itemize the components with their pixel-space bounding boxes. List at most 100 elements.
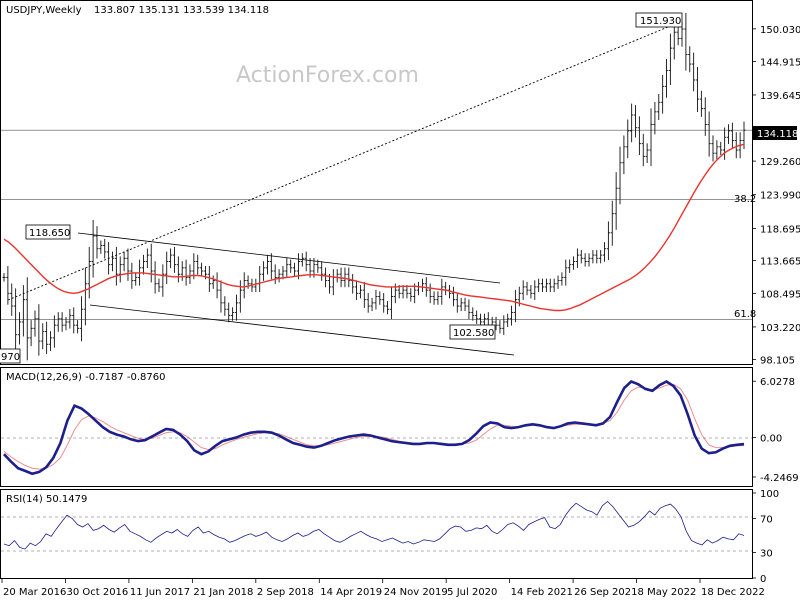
price-bar	[730, 122, 734, 149]
price-bar	[285, 257, 289, 278]
date-tick-label: 24 Nov 2019	[384, 587, 448, 598]
date-tick-label: 14 Apr 2019	[320, 587, 382, 598]
macd-tick-label: -4.2469	[760, 473, 799, 484]
date-tick-label: 20 Mar 2016	[3, 587, 66, 598]
price-bar	[87, 246, 91, 299]
date-tick-label: 21 Jan 2018	[193, 587, 253, 598]
price-bar	[451, 286, 456, 307]
price-bar	[107, 242, 111, 275]
macd-panel-frame	[0, 367, 753, 487]
price-bar	[289, 259, 293, 273]
price-bar	[715, 140, 719, 160]
price-bar	[211, 275, 215, 289]
svg-text:151.930: 151.930	[640, 16, 681, 27]
price-bar	[641, 133, 645, 167]
price-bar	[99, 240, 103, 254]
price-tick-label: 98.105	[760, 356, 795, 367]
macd-label: MACD(12,26,9) -0.7187 -0.8760	[6, 372, 166, 383]
price-bar	[79, 296, 84, 342]
price-bar	[110, 251, 115, 272]
price-bar	[440, 278, 444, 305]
price-bar	[14, 288, 18, 353]
price-bar	[420, 278, 425, 293]
price-bar	[374, 289, 378, 310]
price-bar	[630, 103, 634, 143]
svg-text:118.650: 118.650	[29, 228, 70, 239]
price-bar	[161, 264, 165, 297]
price-bar	[540, 278, 545, 293]
price-bar	[199, 262, 204, 277]
rsi-label: RSI(14) 50.1479	[6, 494, 87, 505]
price-bar	[219, 280, 223, 313]
date-tick-label: 11 Jun 2017	[130, 587, 190, 598]
price-bar	[606, 221, 610, 261]
price-bar	[409, 288, 413, 302]
price-bar	[300, 253, 304, 267]
price-bar	[378, 291, 382, 305]
price-bar	[327, 273, 332, 294]
date-tick-label: 18 Dec 2022	[701, 587, 765, 598]
ohlc-label: 133.807 135.131 133.539 134.118	[94, 5, 269, 16]
price-bar	[688, 46, 692, 73]
macd-signal-line	[3, 383, 745, 470]
price-bar	[76, 320, 80, 334]
price-bar	[323, 267, 328, 288]
rsi-axis: 100 70 30 0	[752, 489, 779, 585]
price-bar	[591, 250, 595, 264]
price-tick-label: 150.030	[760, 25, 800, 36]
price-bar	[389, 286, 394, 320]
price-bar	[622, 135, 626, 175]
price-tick-label: 108.495	[760, 289, 800, 300]
price-bar	[684, 12, 688, 71]
price-bar	[227, 302, 231, 323]
price-bar	[6, 266, 10, 305]
price-bar	[633, 105, 638, 138]
date-tick-label: 8 May 2022	[638, 587, 697, 598]
svg-text:102.580: 102.580	[453, 328, 494, 339]
price-bar	[184, 259, 188, 286]
price-bar	[261, 261, 266, 281]
price-bar	[168, 248, 173, 269]
price-bar	[676, 25, 680, 46]
price-bar	[525, 281, 529, 296]
price-bar	[17, 312, 22, 345]
price-bar	[649, 108, 653, 167]
annotation-low: 102.580	[449, 324, 496, 340]
price-bar	[382, 293, 386, 313]
price-bar	[502, 315, 506, 335]
price-bar	[726, 124, 731, 144]
price-bar	[362, 281, 366, 308]
price-bar	[331, 269, 335, 296]
date-tick-label: 26 Sep 2021	[574, 587, 637, 598]
rsi-panel-frame	[0, 489, 753, 579]
price-bar	[258, 265, 262, 292]
price-bar	[33, 310, 37, 337]
price-bar	[595, 250, 599, 264]
rsi-tick-label: 30	[760, 549, 773, 560]
trend-dotted-line	[7, 21, 681, 301]
price-bar	[273, 264, 277, 285]
price-bar	[320, 261, 324, 281]
price-bar	[351, 273, 355, 294]
price-bar	[560, 272, 564, 286]
price-bar	[304, 251, 308, 272]
price-bar	[661, 74, 665, 114]
price-bar	[45, 321, 49, 355]
date-tick-label: 30 Oct 2016	[66, 587, 128, 598]
price-bar	[475, 310, 479, 324]
price-bars	[2, 12, 746, 361]
price-bar	[48, 331, 53, 351]
price-bar	[587, 253, 591, 267]
price-bar	[68, 308, 72, 329]
price-bar	[223, 296, 227, 316]
price-bar	[64, 316, 68, 331]
price-bar	[41, 323, 45, 350]
price-bar	[571, 256, 576, 270]
price-axis: 150.030 144.915 139.645 129.260 123.990 118.6…	[752, 25, 800, 367]
price-bar	[134, 272, 138, 286]
price-bar	[432, 291, 436, 305]
price-bar	[653, 102, 657, 135]
price-bar	[436, 291, 440, 305]
price-bar	[29, 320, 33, 347]
